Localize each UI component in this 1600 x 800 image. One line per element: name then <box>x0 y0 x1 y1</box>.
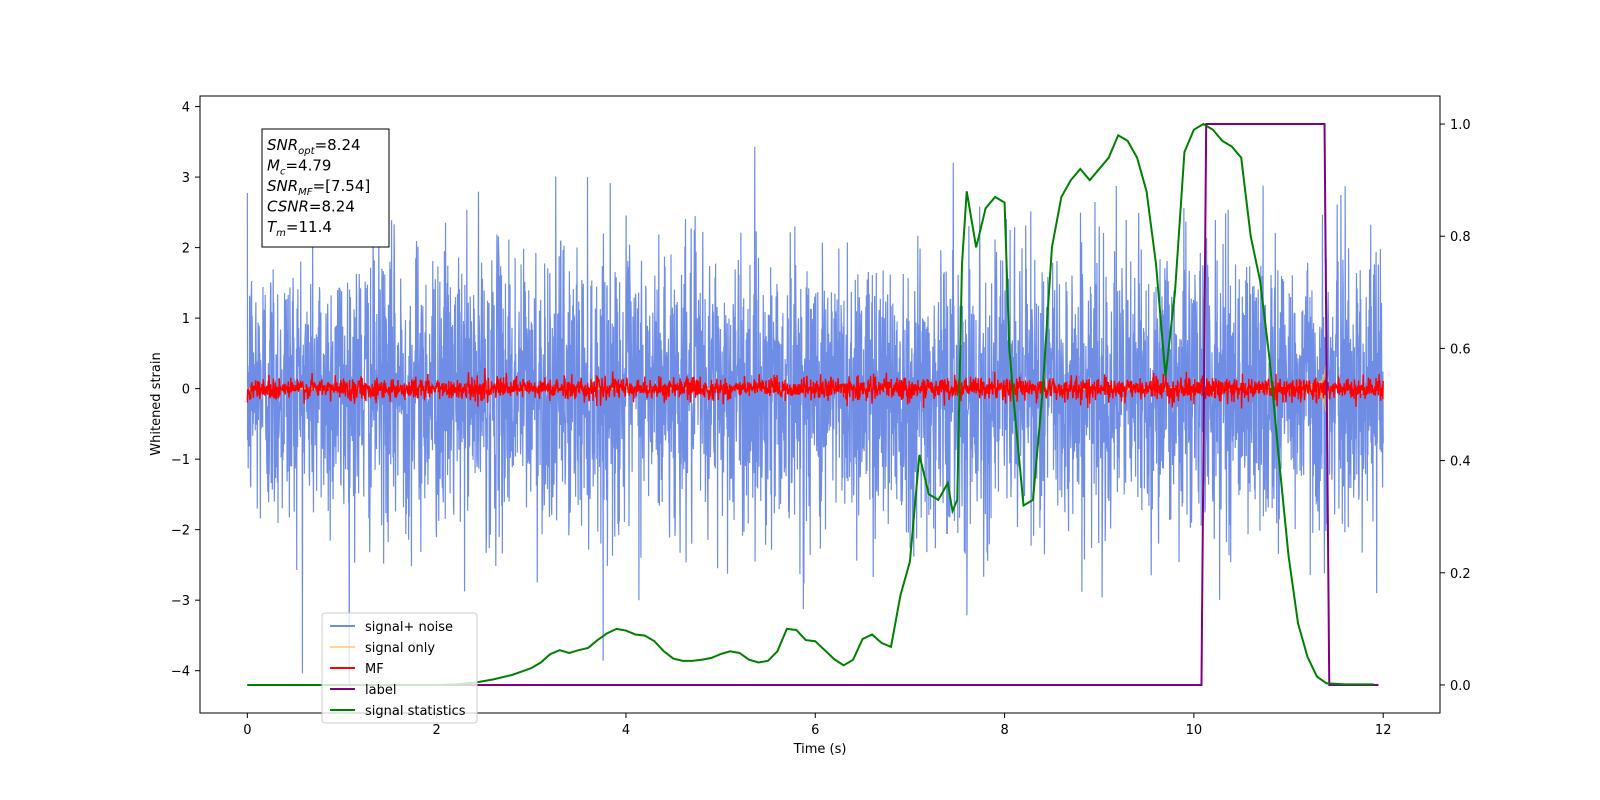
annotation-line: SNRopt=8.24 <box>267 136 361 157</box>
series-label-line <box>247 123 1379 686</box>
y-right-tick-label: 0.4 <box>1450 455 1471 470</box>
data-layer <box>246 122 1384 686</box>
y-left-tick-label: 3 <box>182 171 190 186</box>
annotation-line: Mc=4.79 <box>267 157 331 178</box>
y-right-tick-label: 0.6 <box>1450 342 1471 357</box>
x-tick-label: 8 <box>1000 723 1008 738</box>
y-left-tick-label: 2 <box>182 242 190 257</box>
y-axis-left: −4 −3 −2 −1 0 1 2 3 4 <box>171 101 200 680</box>
x-axis: 0 2 4 6 8 10 12 <box>243 713 1391 738</box>
y-left-tick-label: −4 <box>171 665 190 680</box>
y-right-tick-label: 0.8 <box>1450 230 1471 245</box>
annotation-line: Tm=11.4 <box>267 218 332 239</box>
y-left-tick-label: −1 <box>171 453 190 468</box>
x-tick-label: 10 <box>1186 723 1203 738</box>
y-axis-right: 0.0 0.2 0.4 0.6 0.8 1.0 <box>1440 118 1471 694</box>
legend-label: label <box>365 683 396 698</box>
annotation-frame <box>261 128 390 248</box>
series-mf-line <box>246 368 1384 409</box>
x-tick-label: 12 <box>1375 723 1392 738</box>
annotation-line: CSNR=8.24 <box>267 198 355 216</box>
series-signal-noise-line <box>246 146 1384 685</box>
x-tick-label: 0 <box>243 723 251 738</box>
axes-frame <box>199 95 1441 714</box>
x-tick-label: 4 <box>622 723 630 738</box>
legend: signal+ noise signal only MF label signal st… <box>321 612 478 724</box>
legend-label: MF <box>365 662 384 677</box>
y-left-tick-label: 1 <box>182 312 190 327</box>
annotation-line: SNRMF=[7.54] <box>267 177 370 198</box>
series-signal-statistics-line <box>247 122 1374 686</box>
x-tick-label: 2 <box>433 723 441 738</box>
legend-frame <box>321 612 478 724</box>
y-right-tick-label: 0.0 <box>1450 679 1471 694</box>
x-tick-label: 6 <box>811 723 819 738</box>
y-right-tick-label: 1.0 <box>1450 118 1471 133</box>
y-axis-label: Whitened strain <box>149 352 164 455</box>
legend-label: signal only <box>365 641 435 656</box>
x-axis-label: Time (s) <box>793 742 847 757</box>
y-left-tick-label: −3 <box>171 594 190 609</box>
y-left-tick-label: 4 <box>182 101 190 116</box>
legend-label: signal statistics <box>365 704 466 719</box>
y-left-tick-label: −2 <box>171 524 190 539</box>
legend-label: signal+ noise <box>365 620 453 635</box>
y-left-tick-label: 0 <box>182 383 190 398</box>
y-right-tick-label: 0.2 <box>1450 567 1471 582</box>
